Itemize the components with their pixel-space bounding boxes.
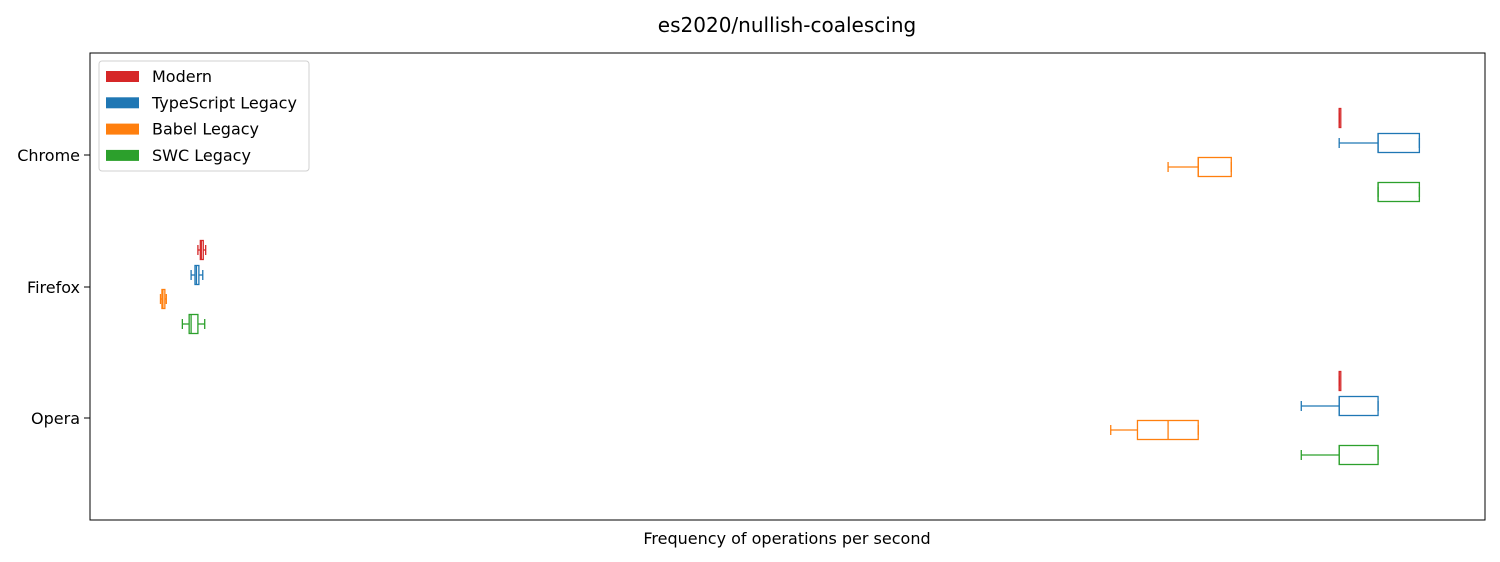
legend-frame bbox=[98, 60, 310, 172]
box-iqr bbox=[1377, 132, 1421, 154]
box-modern-chrome bbox=[1338, 107, 1342, 129]
legend-label-typescript-legacy: TypeScript Legacy bbox=[151, 93, 297, 112]
box-layer bbox=[159, 107, 1421, 466]
legend: Modern TypeScript Legacy Babel Legacy SWC L… bbox=[98, 60, 310, 172]
y-tick-label-opera: Opera bbox=[31, 409, 80, 428]
legend-label-babel-legacy: Babel Legacy bbox=[152, 120, 259, 139]
category-axis: Chrome Firefox Opera bbox=[17, 146, 90, 428]
box-babel-legacy-firefox bbox=[159, 288, 167, 310]
box-babel-legacy-opera bbox=[1110, 419, 1199, 441]
box-typescript-legacy-opera bbox=[1300, 395, 1379, 417]
box-iqr bbox=[1197, 156, 1232, 178]
box-iqr bbox=[1338, 395, 1379, 417]
box-typescript-legacy-chrome bbox=[1338, 132, 1421, 154]
y-tick-label-chrome: Chrome bbox=[17, 146, 80, 165]
box-swc-legacy-opera bbox=[1300, 444, 1379, 466]
legend-swatch-babel-legacy bbox=[106, 123, 139, 135]
x-axis-label: Frequency of operations per second bbox=[643, 529, 930, 548]
legend-swatch-modern bbox=[106, 71, 139, 82]
box-iqr bbox=[188, 313, 199, 335]
box-modern-opera bbox=[1338, 370, 1342, 392]
box-iqr bbox=[1377, 181, 1421, 203]
legend-label-modern: Modern bbox=[152, 67, 212, 86]
box-iqr bbox=[1338, 444, 1379, 466]
y-tick-label-firefox: Firefox bbox=[27, 278, 80, 297]
legend-swatch-swc-legacy bbox=[106, 149, 139, 161]
legend-swatch-typescript-legacy bbox=[106, 97, 139, 109]
box-swc-legacy-firefox bbox=[181, 313, 206, 335]
box-modern-firefox bbox=[197, 239, 207, 261]
chart-title: es2020/nullish-coalescing bbox=[658, 13, 916, 37]
legend-label-swc-legacy: SWC Legacy bbox=[152, 146, 251, 165]
box-typescript-legacy-firefox bbox=[190, 264, 204, 286]
box-babel-legacy-chrome bbox=[1167, 156, 1232, 178]
box-swc-legacy-chrome bbox=[1377, 181, 1421, 203]
